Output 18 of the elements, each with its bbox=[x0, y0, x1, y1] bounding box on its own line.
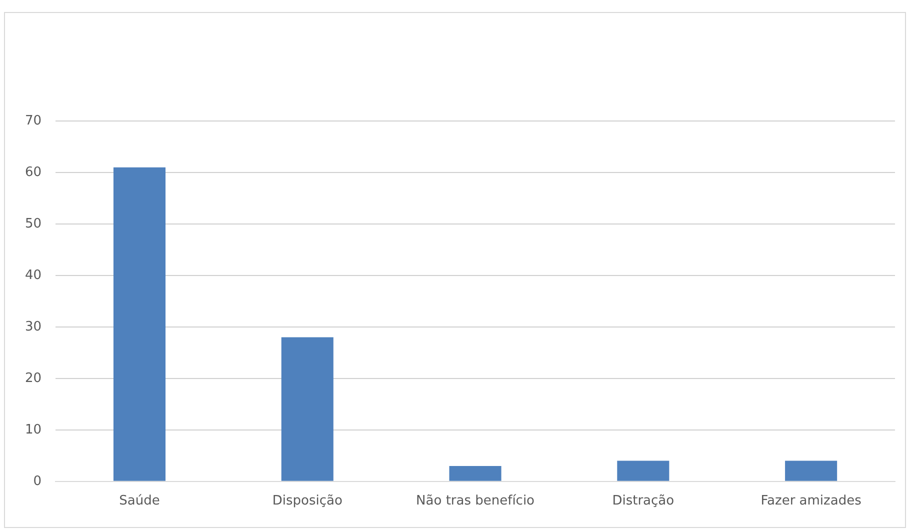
x-tick-label: Não tras benefício bbox=[416, 494, 535, 509]
y-tick-label: 50 bbox=[24, 216, 42, 232]
bar bbox=[785, 460, 838, 481]
x-tick-label: Distração bbox=[612, 494, 674, 509]
x-tick-label: Disposição bbox=[272, 494, 342, 509]
bar bbox=[617, 460, 670, 481]
x-tick-label: Saúde bbox=[119, 494, 160, 509]
bar bbox=[281, 337, 334, 481]
y-tick-label: 20 bbox=[24, 370, 42, 386]
y-tick-label: 70 bbox=[24, 113, 42, 128]
y-tick-label: 40 bbox=[24, 268, 42, 283]
x-tick-label: Fazer amizades bbox=[760, 494, 862, 509]
y-tick-label: 60 bbox=[24, 164, 42, 180]
y-tick-label: 10 bbox=[24, 422, 42, 438]
bar bbox=[449, 466, 502, 481]
y-tick-label: 30 bbox=[24, 319, 42, 334]
bar bbox=[113, 167, 166, 481]
y-tick-label: 0 bbox=[33, 474, 42, 489]
